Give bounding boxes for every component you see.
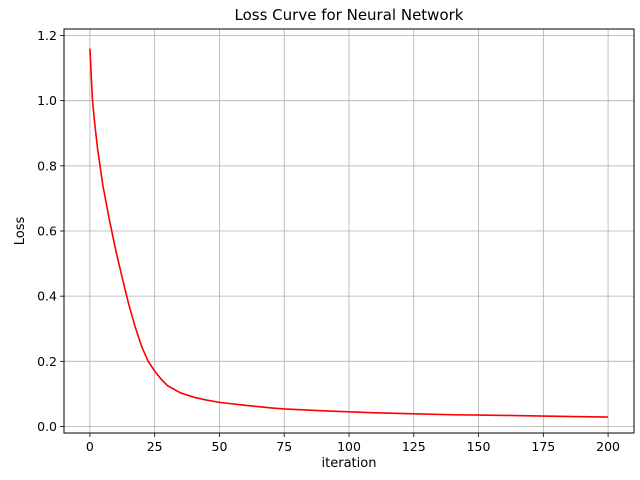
y-tick-label: 0.4	[37, 289, 57, 304]
y-tick-label: 0.2	[37, 354, 57, 369]
y-tick-label: 0.8	[37, 158, 57, 173]
y-axis-label: Loss	[13, 217, 28, 246]
y-tick-label: 0.0	[37, 419, 57, 434]
x-tick-label: 50	[212, 439, 228, 454]
loss-series-line	[89, 48, 609, 418]
x-tick-label: 125	[402, 439, 426, 454]
grid	[64, 29, 634, 433]
series-layer	[89, 48, 609, 418]
y-tick-label: 1.0	[37, 93, 57, 108]
chart-title: Loss Curve for Neural Network	[235, 6, 464, 24]
x-tick-label: 200	[596, 439, 620, 454]
x-tick-label: 150	[467, 439, 491, 454]
y-tick-label: 1.2	[37, 28, 57, 43]
y-tick-label: 0.6	[37, 224, 57, 239]
x-tick-label: 0	[86, 439, 94, 454]
x-axis-label: iteration	[322, 456, 377, 471]
ticks: 0 25 50 75 100 125 150 175 200 0.0 0.2 0.4 0.6 0.8 1.0…	[37, 28, 620, 454]
x-tick-label: 25	[147, 439, 163, 454]
x-tick-label: 100	[337, 439, 361, 454]
x-tick-label: 175	[531, 439, 555, 454]
x-tick-label: 75	[276, 439, 292, 454]
